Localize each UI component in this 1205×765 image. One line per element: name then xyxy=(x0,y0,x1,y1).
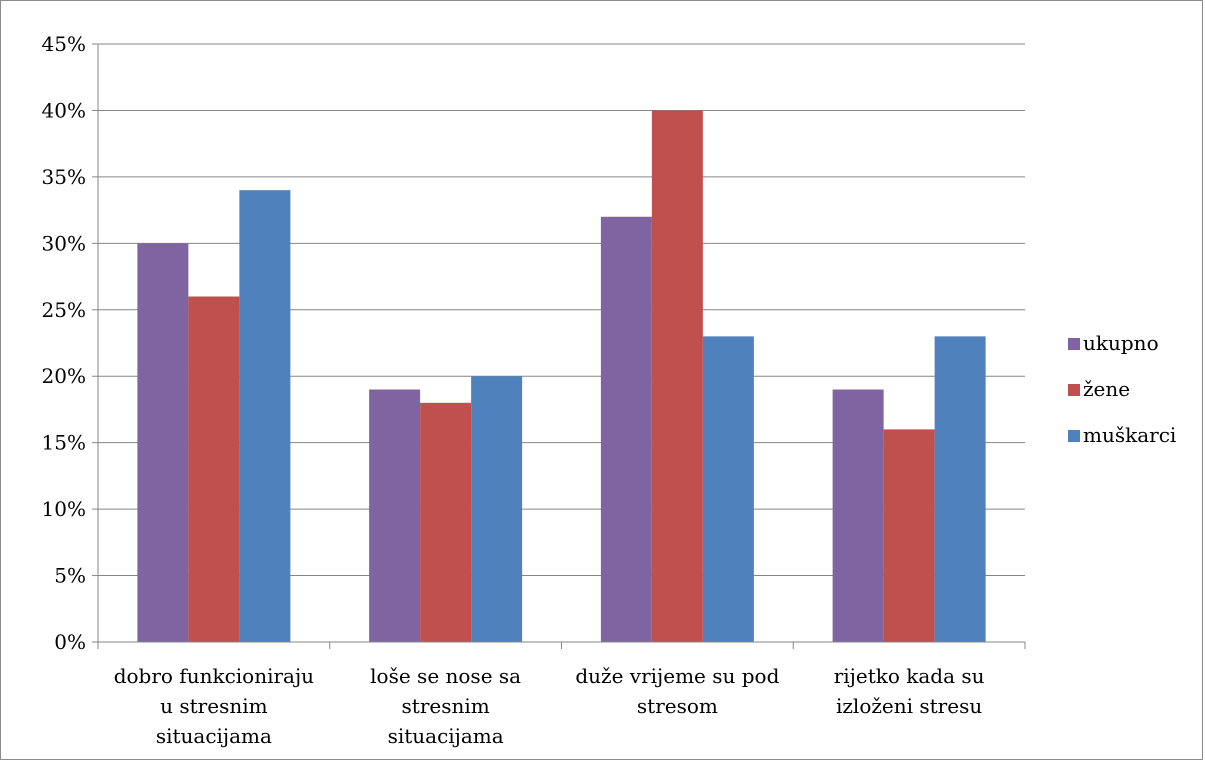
y-tick-label: 5% xyxy=(54,564,86,588)
legend-label: žene xyxy=(1083,377,1130,401)
legend-label: muškarci xyxy=(1083,423,1176,447)
x-category-label: u stresnim xyxy=(160,694,267,718)
y-tick-label: 40% xyxy=(42,98,86,122)
bars xyxy=(137,110,986,643)
bar-žene xyxy=(883,429,935,642)
y-tick-label: 10% xyxy=(42,497,86,521)
x-category-label: izloženi stresu xyxy=(836,694,982,718)
bar-muškarci xyxy=(471,376,523,642)
bar-muškarci xyxy=(239,190,291,642)
legend-swatch-žene xyxy=(1068,384,1080,396)
x-category-label: duže vrijeme su pod xyxy=(575,664,779,688)
bar-žene xyxy=(420,402,472,642)
y-tick-label: 45% xyxy=(42,32,86,56)
legend-swatch-muškarci xyxy=(1068,430,1080,442)
bar-muškarci xyxy=(934,336,986,642)
axis-labels: 0% 5% 10% 15% 20% 25% 30% 35% 40% 45% dobro funkci… xyxy=(42,32,985,748)
y-tick-label: 20% xyxy=(42,364,86,388)
legend: ukupno žene muškarci xyxy=(1068,331,1176,447)
x-category-label: stresom xyxy=(637,694,718,718)
y-tick-label: 30% xyxy=(42,231,86,255)
legend-swatch-ukupno xyxy=(1068,338,1080,350)
legend-label: ukupno xyxy=(1083,331,1159,355)
x-category-label: loše se nose sa xyxy=(370,664,521,688)
bar-muškarci xyxy=(702,336,754,642)
y-tick-label: 15% xyxy=(42,431,86,455)
x-category-label: dobro funkcioniraju xyxy=(114,664,314,688)
y-tick-label: 35% xyxy=(42,165,86,189)
bar-ukupno xyxy=(832,389,884,642)
y-tick-label: 0% xyxy=(54,630,86,654)
bar-ukupno xyxy=(600,216,652,642)
bar-žene xyxy=(651,110,703,642)
x-category-label: situacijama xyxy=(156,724,272,748)
bar-ukupno xyxy=(369,389,421,642)
bar-žene xyxy=(188,296,240,642)
x-category-label: stresnim xyxy=(402,694,490,718)
axes xyxy=(92,43,1026,649)
bar-ukupno xyxy=(137,243,189,643)
x-category-label: situacijama xyxy=(388,724,504,748)
y-tick-label: 25% xyxy=(42,298,86,322)
x-category-label: rijetko kada su xyxy=(834,664,985,688)
